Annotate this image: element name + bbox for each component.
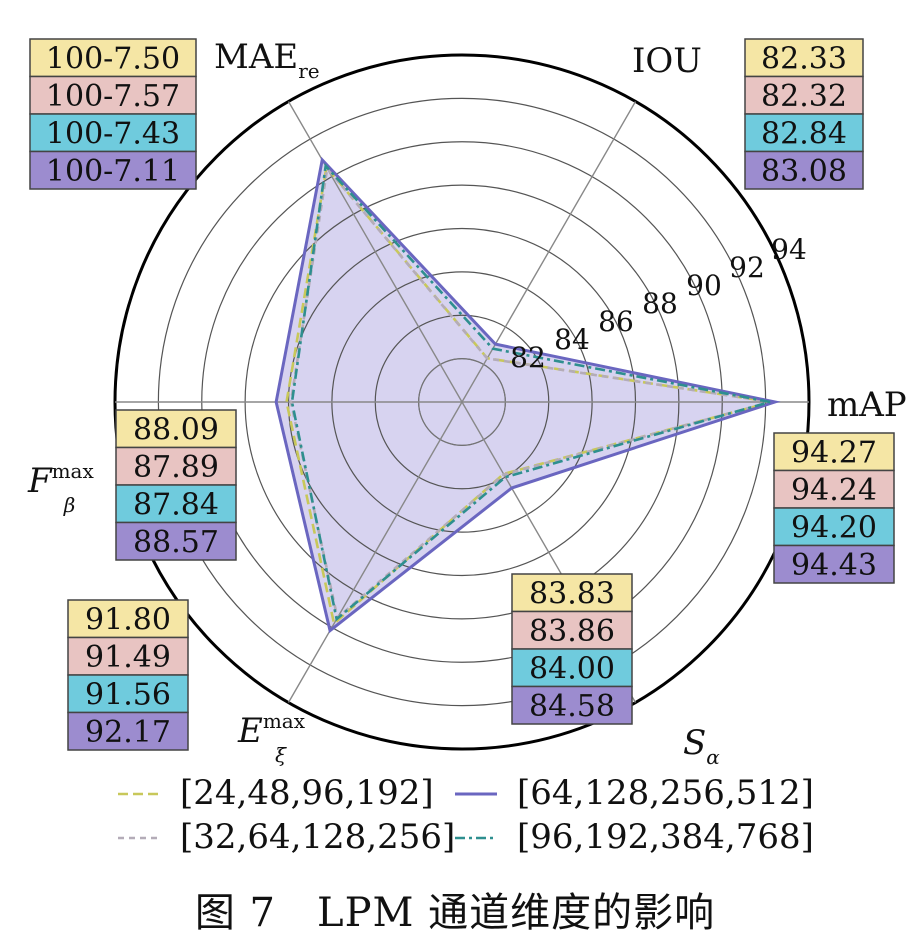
legend-label: [96,192,384,768] — [517, 817, 814, 857]
value-label-E: 92.17 — [85, 715, 171, 750]
radial-tick-label: 82 — [510, 341, 546, 374]
value-label-E: 91.80 — [85, 603, 171, 638]
spoke-E — [287, 401, 463, 703]
value-box-MAE — [29, 150, 197, 190]
axis-label-mAP: mAP — [827, 385, 907, 425]
value-label-MAE: 100-7.50 — [46, 42, 180, 77]
value-label-IOU: 82.33 — [761, 42, 847, 77]
value-label-F: 88.09 — [133, 413, 219, 448]
value-label-E: 91.56 — [85, 678, 171, 713]
value-label-mAP: 94.43 — [791, 548, 877, 583]
radial-tick-label: 84 — [554, 323, 590, 356]
value-label-IOU: 82.84 — [761, 117, 847, 152]
series-line-2 — [274, 156, 781, 634]
value-box-E — [67, 599, 189, 639]
value-label-mAP: 94.20 — [791, 511, 877, 546]
value-label-IOU: 82.32 — [761, 79, 847, 114]
value-label-mAP: 94.27 — [791, 436, 877, 471]
value-label-MAE: 100-7.11 — [46, 154, 180, 189]
legend-label: [64,128,256,512] — [517, 773, 814, 813]
value-label-S: 83.86 — [529, 614, 615, 649]
value-label-MAE: 100-7.57 — [46, 79, 180, 114]
spoke-IOU — [461, 101, 637, 403]
legend-label: [24,48,96,192] — [180, 773, 434, 813]
value-box-F — [115, 521, 237, 561]
value-box-mAP — [773, 469, 895, 509]
axis-label-IOU: IOU — [632, 41, 702, 81]
value-box-MAE — [29, 75, 197, 115]
series-line-1 — [289, 165, 772, 621]
value-box-F — [115, 446, 237, 486]
figure-caption: 图 7 LPM 通道维度的影响 — [194, 890, 716, 936]
radar-fill — [276, 159, 775, 631]
axis-label-F: Fmax β — [27, 459, 94, 517]
value-label-F: 87.84 — [133, 488, 219, 523]
value-label-S: 84.00 — [529, 652, 615, 687]
axis-label-S: Sα — [683, 723, 720, 769]
radial-tick-label: 92 — [729, 251, 765, 284]
legend-label: [32,64,128,256] — [180, 817, 455, 857]
value-box-E — [67, 636, 189, 676]
axis-label-MAE: MAEre — [214, 37, 320, 83]
axis-label-E: Emax ξ — [237, 709, 306, 767]
value-label-mAP: 94.24 — [791, 473, 877, 508]
value-box-S — [511, 573, 633, 613]
value-label-S: 83.83 — [529, 577, 615, 612]
value-box-mAP — [773, 544, 895, 584]
spoke-MAE — [287, 101, 463, 403]
value-box-S — [511, 648, 633, 688]
radial-tick-label: 94 — [771, 233, 807, 266]
value-box-IOU — [744, 113, 864, 153]
value-box-E — [67, 711, 189, 751]
value-label-IOU: 83.08 — [761, 154, 847, 189]
value-box-IOU — [744, 38, 864, 78]
value-box-IOU — [744, 150, 864, 190]
value-label-F: 88.57 — [133, 525, 219, 560]
value-label-MAE: 100-7.43 — [46, 117, 180, 152]
value-box-S — [511, 685, 633, 725]
value-box-S — [511, 610, 633, 650]
radial-tick-label: 90 — [686, 269, 722, 302]
value-box-F — [115, 484, 237, 524]
value-label-S: 84.58 — [529, 689, 615, 724]
series-line-3 — [290, 163, 771, 622]
value-label-F: 87.89 — [133, 450, 219, 485]
radial-tick-label: 86 — [598, 305, 634, 338]
value-label-E: 91.49 — [85, 640, 171, 675]
radial-tick-label: 88 — [642, 287, 678, 320]
